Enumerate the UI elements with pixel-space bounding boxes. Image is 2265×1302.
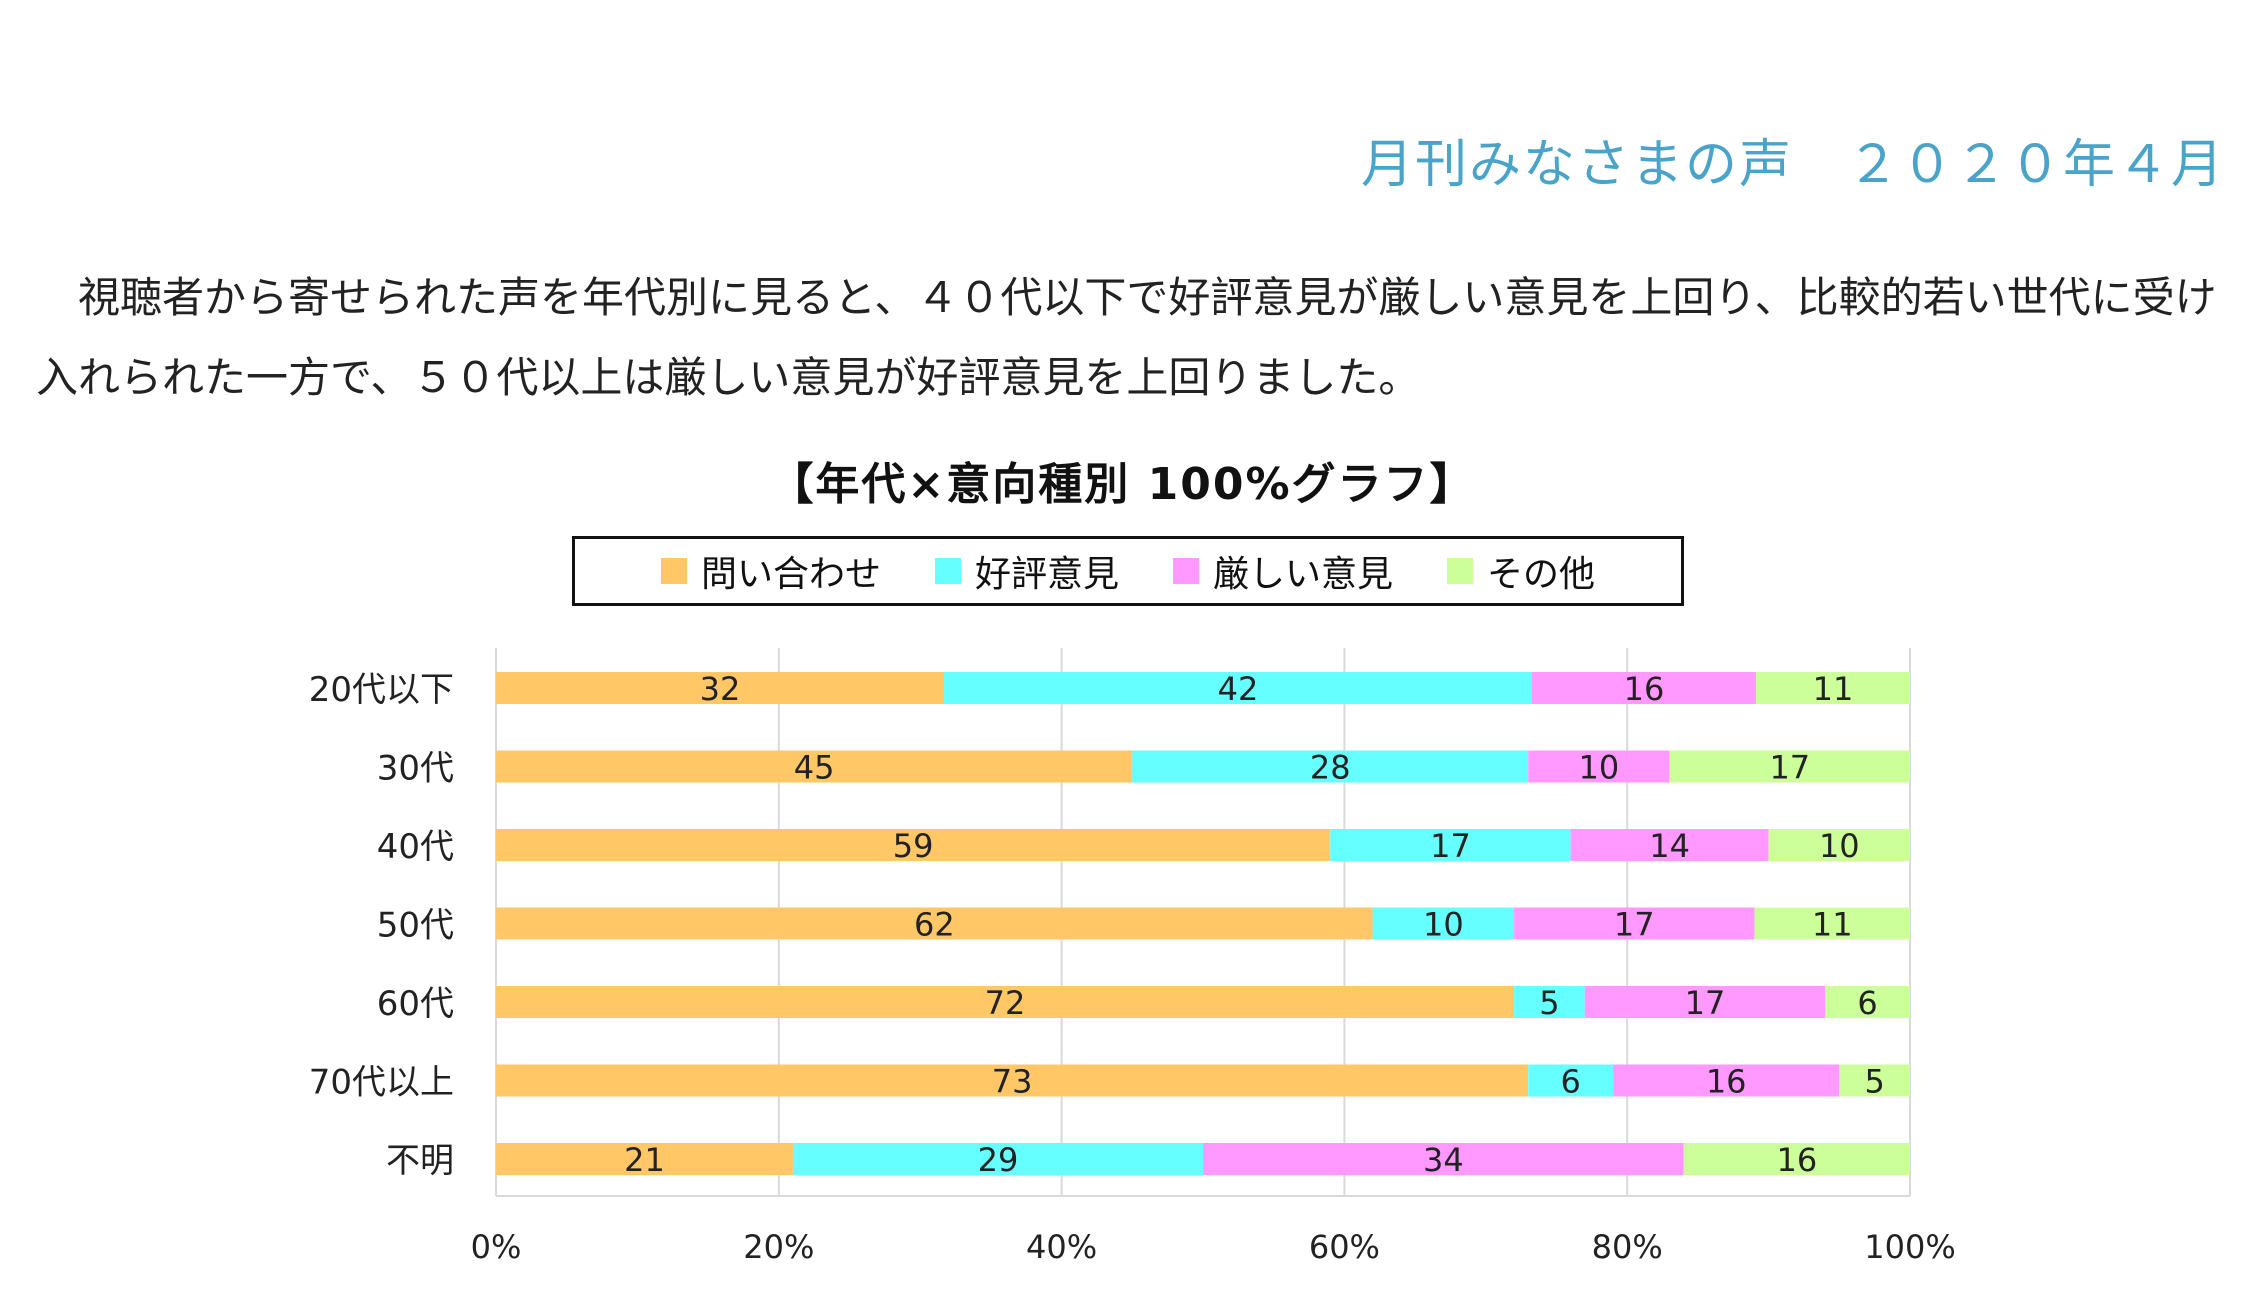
- legend-label-critical: 厳しい意見: [1213, 554, 1394, 595]
- bar-segment: [496, 829, 1331, 861]
- bar-segment: [1203, 1143, 1684, 1175]
- bar-segment: [1683, 1143, 1910, 1175]
- category-label: 30代: [377, 749, 454, 789]
- bar-segment: [1132, 750, 1529, 783]
- bar-segment: [496, 750, 1133, 783]
- data-label: 6: [1857, 984, 1877, 1022]
- data-label: 17: [1685, 984, 1726, 1022]
- data-label: 10: [1819, 827, 1860, 865]
- x-tick-label: 80%: [1592, 1228, 1663, 1266]
- data-label: 28: [1310, 749, 1351, 787]
- category-label: 40代: [377, 827, 454, 867]
- data-label: 17: [1769, 749, 1810, 787]
- data-label: 21: [624, 1141, 665, 1179]
- bar-segment: [496, 907, 1373, 940]
- bar-segment: [1514, 986, 1585, 1018]
- bar-segment: [944, 672, 1532, 704]
- data-label: 5: [1864, 1063, 1884, 1101]
- x-tick-label: 0%: [471, 1228, 522, 1266]
- legend-swatch-positive: [934, 558, 961, 584]
- chart-legend: 問い合わせ 好評意見 厳しい意見 その他: [572, 536, 1684, 606]
- bar-segment: [496, 1064, 1529, 1097]
- data-label: 45: [794, 749, 835, 787]
- data-label: 16: [1706, 1063, 1747, 1101]
- bar-segment: [1613, 1064, 1840, 1097]
- legend-item-other: その他: [1447, 545, 1595, 597]
- description-text: 視聴者から寄せられた声を年代別に見ると、４０代以下で好評意見が厳しい意見を上回り…: [36, 273, 2217, 402]
- data-label: 72: [985, 984, 1026, 1022]
- legend-item-critical: 厳しい意見: [1173, 545, 1393, 597]
- category-label: 不明: [386, 1141, 454, 1181]
- data-label: 32: [700, 670, 741, 708]
- data-label: 59: [893, 827, 934, 865]
- bar-segment: [1514, 907, 1755, 940]
- data-label: 17: [1614, 906, 1655, 944]
- legend-label-other: その他: [1487, 554, 1596, 595]
- data-label: 42: [1218, 670, 1259, 708]
- data-label: 62: [914, 906, 955, 944]
- bar-segment: [792, 1143, 1203, 1175]
- bar-segment: [496, 1143, 793, 1175]
- data-label: 34: [1423, 1141, 1464, 1179]
- category-label: 70代以上: [309, 1063, 454, 1103]
- bar-segment: [1768, 829, 1910, 861]
- bar-segment: [1528, 1064, 1614, 1097]
- bar-segment: [1754, 907, 1910, 940]
- legend-label-positive: 好評意見: [974, 554, 1119, 595]
- data-label: 5: [1539, 984, 1559, 1022]
- data-label: 16: [1624, 670, 1665, 708]
- data-label: 73: [992, 1063, 1033, 1101]
- x-tick-label: 40%: [1026, 1228, 1097, 1266]
- legend-swatch-other: [1447, 558, 1474, 584]
- x-tick-label: 20%: [743, 1228, 814, 1266]
- chart-title-text: 【年代×意向種別 100%グラフ】: [769, 459, 1476, 510]
- chart-title: 【年代×意向種別 100%グラフ】: [0, 448, 2265, 512]
- data-label: 14: [1649, 827, 1690, 865]
- legend-item-inquiry: 問い合わせ: [660, 545, 881, 597]
- data-label: 17: [1430, 827, 1471, 865]
- bar-segment: [1532, 672, 1756, 704]
- bar-segment: [1756, 672, 1910, 704]
- x-tick-label: 100%: [1864, 1228, 1955, 1266]
- data-label: 10: [1579, 749, 1620, 787]
- legend-swatch-inquiry: [660, 558, 687, 584]
- bar-segment: [496, 672, 944, 704]
- report-title: 月刊みなさまの声 ２０２０年４月: [1360, 135, 2225, 195]
- bar-segment: [1528, 750, 1670, 783]
- data-label: 10: [1423, 906, 1464, 944]
- data-label: 29: [978, 1141, 1019, 1179]
- legend-swatch-critical: [1173, 558, 1199, 584]
- category-label: 50代: [377, 906, 454, 946]
- legend-item-positive: 好評意見: [934, 545, 1119, 597]
- category-label: 60代: [377, 984, 454, 1024]
- bar-segment: [1825, 986, 1910, 1018]
- bar-segment: [1570, 829, 1769, 861]
- legend-label-inquiry: 問い合わせ: [700, 554, 881, 595]
- bar-segment: [1669, 750, 1910, 783]
- category-label: 20代以下: [309, 670, 454, 710]
- bar-segment: [1839, 1064, 1910, 1097]
- bar-segment: [1330, 829, 1571, 861]
- x-tick-label: 60%: [1309, 1228, 1380, 1266]
- data-label: 6: [1560, 1063, 1580, 1101]
- bar-segment: [496, 986, 1515, 1018]
- data-label: 16: [1777, 1141, 1818, 1179]
- data-label: 11: [1812, 906, 1853, 944]
- bar-segment: [1584, 986, 1826, 1018]
- data-label: 11: [1813, 670, 1854, 708]
- bar-segment: [1372, 907, 1515, 940]
